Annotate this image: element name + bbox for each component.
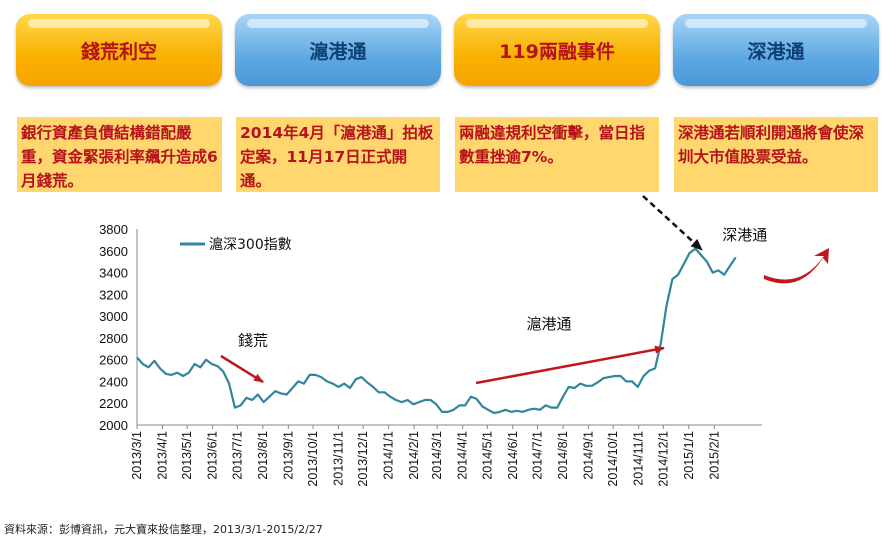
- y-tick-label: 3400: [99, 266, 128, 281]
- x-tick-label: 2015/1/1: [682, 431, 696, 480]
- x-tick-label: 2014/6/1: [506, 431, 520, 480]
- x-tick-label: 2013/3/1: [130, 431, 144, 480]
- desc-shanghai-hk-connect: 2014年4月「滬港通」拍板定案，11月17日正式開通。: [236, 117, 440, 192]
- legend-label: 滬深300指數: [209, 236, 292, 253]
- chart-annotation: 錢荒: [238, 332, 268, 350]
- pill-shenzhen-hk-connect: 深港通: [673, 14, 879, 86]
- margin-event-dashed-arrow: [642, 195, 703, 251]
- chart-axes: [136, 229, 762, 426]
- x-tick-label: 2013/9/1: [281, 431, 295, 480]
- y-tick-label: 3800: [99, 222, 128, 237]
- y-tick-label: 3200: [99, 287, 128, 302]
- x-tick-label: 2014/8/1: [556, 431, 570, 480]
- x-tick-label: 2013/7/1: [230, 431, 244, 480]
- x-tick-label: 2014/3/1: [430, 431, 444, 480]
- x-tick-label: 2014/7/1: [530, 431, 544, 480]
- y-tick-label: 2200: [99, 396, 128, 411]
- x-tick-label: 2015/2/1: [707, 431, 721, 480]
- series-line-csi300: [136, 247, 737, 415]
- x-tick-label: 2014/2/1: [407, 431, 421, 480]
- x-tick-label: 2013/11/1: [331, 431, 345, 486]
- x-tick-label: 2013/12/1: [356, 431, 370, 487]
- y-tick-label: 2400: [99, 374, 128, 389]
- y-tick-label: 3600: [99, 244, 128, 259]
- source-note: 資料來源：彭博資訊，元大寶來投信整理，2013/3/1-2015/2/27: [4, 523, 323, 536]
- x-tick-label: 2013/8/1: [256, 431, 270, 480]
- y-tick-label: 2600: [99, 353, 128, 368]
- pill-label: 錢荒利空: [80, 40, 157, 63]
- chart-annotation: 滬港通: [526, 315, 571, 333]
- money-crunch-arrow: [220, 354, 264, 384]
- y-tick-label: 3000: [99, 309, 128, 324]
- pill-shanghai-hk-connect: 滬港通: [235, 14, 441, 86]
- chart-annotation: 深港通: [722, 226, 767, 244]
- pill-label: 119兩融事件: [499, 40, 615, 63]
- pill-label: 滬港通: [309, 40, 367, 63]
- x-tick-label: 2014/5/1: [480, 431, 494, 480]
- desc-money-crunch: 銀行資產負債結構錯配嚴重，資金緊張利率飆升造成6月錢荒。: [17, 117, 222, 192]
- pill-margin-event: 119兩融事件: [454, 14, 660, 86]
- x-tick-label: 2014/4/1: [456, 431, 470, 480]
- y-tick-label: 2800: [99, 331, 128, 346]
- x-tick-label: 2014/9/1: [581, 431, 595, 480]
- x-tick-label: 2014/12/1: [656, 431, 670, 487]
- legend: 滬深300指數: [180, 236, 292, 253]
- pill-label: 深港通: [747, 40, 805, 63]
- x-tick-label: 2014/11/1: [632, 431, 646, 486]
- x-tick-label: 2013/6/1: [206, 431, 220, 480]
- pill-money-crunch: 錢荒利空: [16, 14, 222, 86]
- x-tick-label: 2014/1/1: [382, 431, 396, 480]
- desc-shenzhen-hk-connect: 深港通若順利開通將會使深圳大市值股票受益。: [674, 117, 878, 192]
- x-tick-label: 2014/10/1: [606, 431, 620, 487]
- y-tick-label: 2000: [99, 418, 128, 433]
- shanghai-hk-connect-arrow: [475, 345, 665, 385]
- desc-margin-event: 兩融違規利空衝擊，當日指數重挫逾7%。: [455, 117, 659, 192]
- x-tick-label: 2013/10/1: [306, 431, 320, 487]
- shenzhen-hk-connect-curved-arrow: [764, 248, 829, 284]
- x-tick-label: 2013/4/1: [155, 431, 169, 480]
- x-tick-label: 2013/5/1: [180, 431, 194, 480]
